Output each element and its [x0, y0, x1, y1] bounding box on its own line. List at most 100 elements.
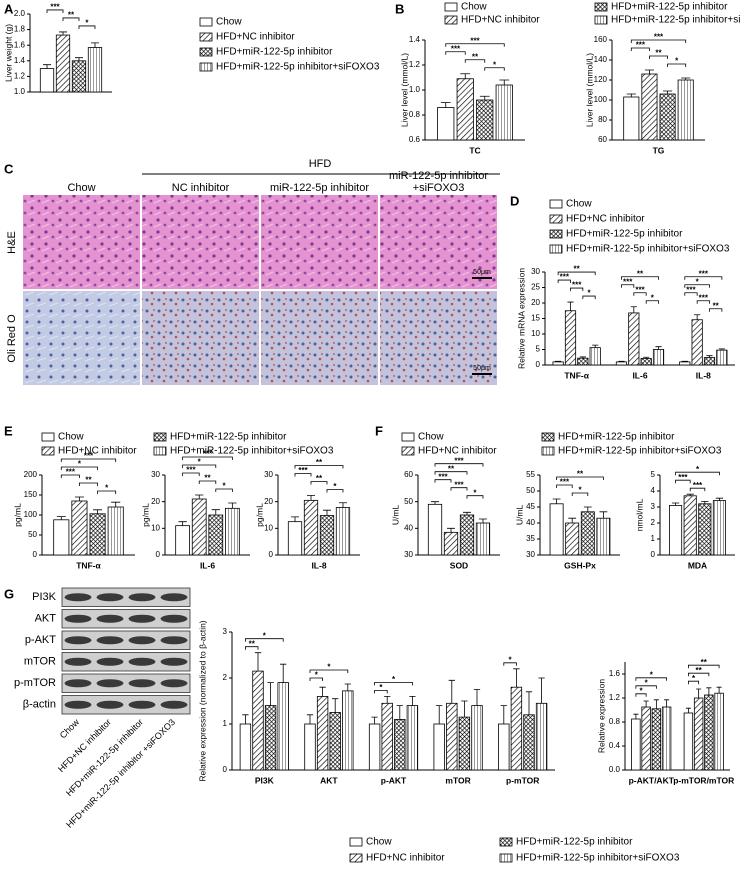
legend-label: HFD+miR-122-5p inhibitor+siFOXO3: [611, 15, 741, 26]
legend-swatch: [349, 853, 363, 863]
y-tick-label: 1.2: [409, 60, 421, 69]
bar: [191, 498, 207, 556]
y-tick-label: 30: [151, 470, 160, 479]
legend-swatch: [401, 432, 415, 442]
bar: [252, 670, 264, 771]
y-tick-label: 20: [151, 497, 160, 506]
significance-label: ***: [203, 450, 213, 459]
y-tick-label: 30: [526, 550, 535, 559]
significance-bracket: [687, 672, 710, 677]
significance-label: *: [198, 458, 202, 467]
bar: [335, 507, 351, 556]
significance-bracket: [79, 482, 98, 486]
error-bar: [538, 677, 545, 704]
significance-bracket: [687, 664, 720, 669]
y-tick-label: 20: [531, 298, 540, 307]
significance-label: ***: [686, 285, 696, 294]
significance-label: ***: [635, 285, 645, 294]
error-bar: [643, 356, 650, 359]
blot-band: [64, 636, 92, 645]
blot-band: [128, 614, 156, 623]
error-bar: [633, 713, 639, 719]
error-bar: [461, 700, 468, 718]
y-axis-label: Liver weight (g): [3, 24, 13, 82]
significance-label: ***: [699, 269, 709, 278]
significance-label: *: [639, 686, 643, 695]
legend-swatch: [549, 199, 563, 209]
y-axis-label: U/mL: [514, 505, 524, 526]
error-bar: [655, 346, 662, 350]
error-bar: [552, 498, 561, 504]
significance-bracket: [374, 682, 413, 686]
blot-band: [128, 700, 156, 709]
significance-bracket: [60, 474, 80, 478]
error-bar: [195, 494, 204, 499]
y-tick-label: 0.8: [409, 110, 421, 119]
bar: [564, 310, 577, 366]
significance-bracket: [309, 669, 349, 673]
bar: [677, 79, 694, 141]
y-tick-label: 1.6: [609, 669, 621, 678]
y-tick-label: 160: [594, 35, 608, 44]
significance-bracket: [503, 662, 517, 666]
significance-label: ***: [572, 281, 582, 290]
error-bar: [716, 686, 722, 694]
significance-bracket: [60, 466, 98, 470]
significance-label: **: [85, 476, 92, 485]
significance-bracket: [709, 308, 723, 312]
y-tick-label: 50: [28, 530, 37, 539]
significance-label: ***: [623, 277, 633, 286]
y-tick-label: 0.6: [409, 135, 421, 144]
significance-label: ***: [470, 36, 480, 45]
x-tick-label: p-AKT/AKT: [629, 775, 675, 785]
bar: [427, 503, 443, 556]
micrograph: [261, 195, 378, 289]
significance-bracket: [445, 43, 505, 47]
y-axis-label: Liver level (mmol/L): [584, 53, 594, 127]
y-tick-label: 45: [526, 502, 535, 511]
micrograph: [142, 291, 259, 385]
significance-label: ***: [454, 456, 464, 465]
error-bar: [371, 716, 378, 724]
y-tick-label: 0: [536, 360, 541, 369]
significance-bracket: [684, 284, 710, 288]
significance-bracket: [557, 279, 571, 284]
error-bar: [178, 521, 187, 526]
legend-swatch: [41, 446, 55, 456]
blot-strip: [61, 609, 191, 629]
error-bar: [681, 77, 691, 80]
bar: [342, 690, 354, 771]
significance-label: **: [637, 269, 644, 278]
legend-swatch: [594, 15, 608, 25]
y-tick-label: 100: [24, 510, 38, 519]
significance-label: *: [263, 631, 267, 640]
error-bar: [686, 493, 694, 496]
bar: [679, 361, 691, 366]
significance-bracket: [635, 677, 668, 681]
blot-band: [160, 636, 188, 645]
y-tick-label: 1.4: [409, 35, 421, 44]
row-label: H&E: [6, 231, 18, 254]
bar: [712, 500, 726, 556]
significance-bracket: [182, 472, 200, 476]
error-bar: [626, 93, 636, 97]
x-tick-label: p-AKT: [381, 775, 407, 785]
error-bar: [267, 682, 274, 706]
error-bar: [706, 355, 713, 358]
error-bar: [74, 57, 83, 61]
error-bar: [447, 527, 456, 533]
significance-bracket: [645, 300, 659, 304]
error-bar: [111, 501, 121, 507]
significance-bracket: [667, 63, 687, 67]
panel-label: F: [375, 423, 383, 438]
x-tick-label: p-mTOR/mTOR: [673, 775, 734, 785]
legend-swatch: [444, 2, 458, 12]
error-bar: [643, 700, 649, 707]
y-tick-label: 10: [531, 329, 540, 338]
significance-bracket: [434, 471, 468, 475]
significance-bracket: [60, 458, 117, 462]
significance-bracket: [466, 495, 484, 499]
y-axis-label: U/mL: [390, 505, 400, 526]
significance-label: **: [696, 666, 703, 675]
micrograph: [380, 195, 497, 289]
